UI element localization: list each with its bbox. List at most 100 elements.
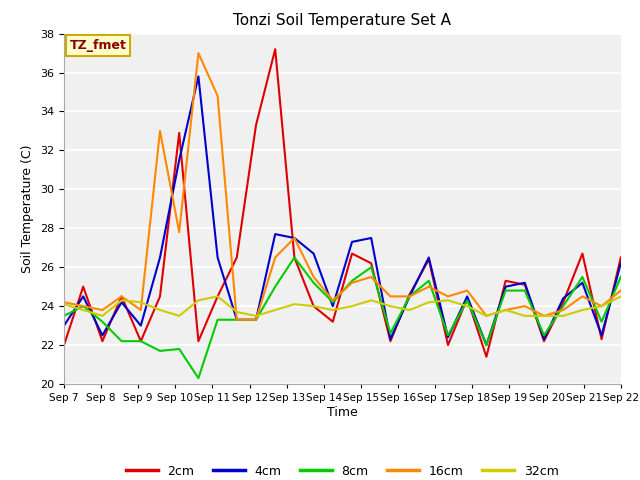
4cm (137, 323, 145, 328)
16cm (118, 293, 125, 300)
32cm (195, 298, 202, 303)
2cm (502, 278, 509, 284)
16cm (483, 313, 490, 319)
8cm (99, 319, 106, 324)
4cm (214, 254, 221, 260)
2cm (118, 293, 125, 300)
2cm (483, 354, 490, 360)
2cm (425, 256, 433, 262)
4cm (195, 73, 202, 79)
2cm (444, 342, 452, 348)
8cm (425, 278, 433, 284)
8cm (252, 317, 260, 323)
8cm (521, 288, 529, 293)
8cm (367, 264, 375, 270)
2cm (79, 284, 87, 289)
16cm (175, 229, 183, 235)
32cm (463, 303, 471, 309)
2cm (156, 293, 164, 300)
32cm (79, 307, 87, 313)
4cm (598, 333, 605, 338)
4cm (425, 254, 433, 260)
32cm (118, 298, 125, 303)
8cm (137, 338, 145, 344)
16cm (79, 303, 87, 309)
16cm (425, 284, 433, 289)
32cm (579, 307, 586, 313)
2cm (348, 251, 356, 256)
8cm (502, 288, 509, 293)
Legend: 2cm, 4cm, 8cm, 16cm, 32cm: 2cm, 4cm, 8cm, 16cm, 32cm (122, 460, 563, 480)
4cm (329, 303, 337, 309)
32cm (291, 301, 298, 307)
8cm (271, 284, 279, 289)
4cm (233, 317, 241, 323)
2cm (175, 130, 183, 136)
32cm (444, 298, 452, 303)
32cm (156, 307, 164, 313)
32cm (502, 307, 509, 313)
2cm (598, 336, 605, 342)
2cm (406, 291, 413, 297)
4cm (79, 293, 87, 300)
16cm (502, 307, 509, 313)
2cm (329, 319, 337, 324)
2cm (60, 342, 68, 348)
2cm (99, 338, 106, 344)
8cm (214, 317, 221, 323)
16cm (617, 288, 625, 293)
4cm (444, 335, 452, 340)
4cm (406, 293, 413, 300)
32cm (271, 307, 279, 313)
32cm (233, 309, 241, 315)
32cm (559, 313, 567, 319)
2cm (540, 338, 548, 344)
32cm (367, 298, 375, 303)
8cm (310, 280, 317, 286)
8cm (579, 274, 586, 280)
16cm (521, 303, 529, 309)
16cm (214, 93, 221, 99)
16cm (559, 307, 567, 313)
16cm (387, 293, 394, 300)
16cm (540, 313, 548, 319)
16cm (291, 235, 298, 241)
8cm (348, 278, 356, 284)
4cm (463, 293, 471, 300)
4cm (60, 323, 68, 328)
16cm (60, 300, 68, 305)
4cm (483, 342, 490, 348)
Text: TZ_fmet: TZ_fmet (70, 39, 127, 52)
8cm (598, 319, 605, 324)
8cm (444, 333, 452, 338)
32cm (214, 293, 221, 300)
4cm (502, 284, 509, 289)
16cm (598, 303, 605, 309)
32cm (60, 301, 68, 307)
2cm (579, 251, 586, 256)
8cm (60, 313, 68, 319)
4cm (348, 239, 356, 245)
4cm (540, 336, 548, 342)
8cm (195, 375, 202, 381)
Line: 8cm: 8cm (64, 257, 621, 378)
16cm (463, 288, 471, 293)
2cm (195, 338, 202, 344)
8cm (387, 331, 394, 336)
X-axis label: Time: Time (327, 406, 358, 419)
16cm (367, 274, 375, 280)
4cm (310, 251, 317, 256)
4cm (387, 336, 394, 342)
2cm (271, 46, 279, 52)
2cm (233, 254, 241, 260)
Line: 16cm: 16cm (64, 53, 621, 320)
16cm (444, 293, 452, 300)
4cm (617, 261, 625, 266)
4cm (559, 296, 567, 301)
2cm (252, 122, 260, 128)
2cm (559, 300, 567, 305)
16cm (99, 307, 106, 313)
16cm (271, 254, 279, 260)
2cm (463, 296, 471, 301)
32cm (329, 307, 337, 313)
